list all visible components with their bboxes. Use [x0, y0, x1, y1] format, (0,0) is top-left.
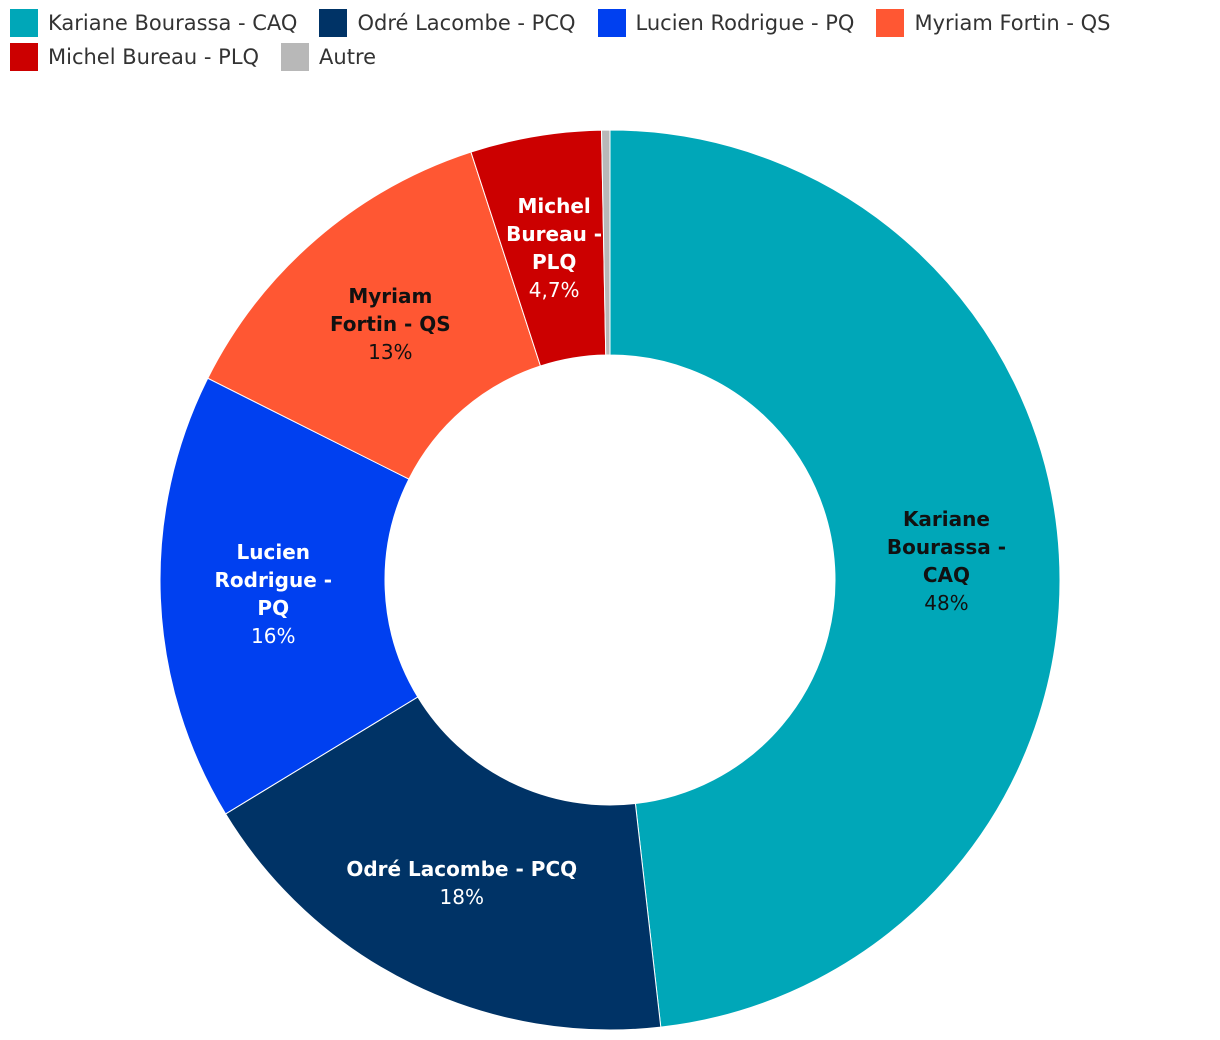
legend-item: Lucien Rodrigue - PQ — [597, 8, 855, 38]
legend-item: Kariane Bourassa - CAQ — [10, 8, 297, 38]
slice-value: 13% — [368, 340, 413, 365]
legend-swatch — [10, 43, 38, 71]
legend-swatch — [597, 9, 626, 37]
slice-label: Michel Bureau - PLQ 4,7% — [505, 192, 604, 304]
legend: Kariane Bourassa - CAQ Odré Lacombe - PCQ… — [10, 8, 1210, 72]
legend-label: Myriam Fortin - QS — [914, 11, 1111, 35]
legend-swatch — [281, 43, 310, 71]
legend-item: Myriam Fortin - QS — [876, 8, 1110, 38]
legend-label: Michel Bureau - PLQ — [48, 45, 260, 69]
slice-name: Michel Bureau - PLQ — [506, 193, 603, 274]
slice-label: Odré Lacombe - PCQ 18% — [312, 855, 612, 911]
legend-label: Lucien Rodrigue - PQ — [635, 11, 855, 35]
slice — [609, 129, 1061, 1028]
slice-name: Lucien Rodrigue - PQ — [214, 539, 333, 620]
slice-label: Kariane Bourassa - CAQ 48% — [884, 505, 1009, 617]
slice-label: Myriam Fortin - QS 13% — [328, 282, 453, 366]
legend-item: Autre — [281, 42, 376, 72]
slice-value: 16% — [251, 623, 296, 648]
slice-name: Kariane Bourassa - CAQ — [886, 506, 1007, 587]
legend-label: Odré Lacombe - PCQ — [357, 11, 576, 35]
legend-item: Odré Lacombe - PCQ — [319, 8, 576, 38]
slice — [601, 129, 611, 356]
legend-label: Kariane Bourassa - CAQ — [48, 11, 298, 35]
legend-swatch — [10, 9, 38, 37]
legend-label: Autre — [319, 45, 377, 69]
slice-label: Lucien Rodrigue - PQ 16% — [211, 538, 336, 650]
legend-swatch — [876, 9, 905, 37]
legend-swatch — [319, 9, 348, 37]
slice — [207, 151, 542, 480]
slice — [224, 696, 662, 1031]
slice-value: 4,7% — [528, 277, 580, 302]
slice-value: 48% — [924, 590, 969, 615]
slice-name: Odré Lacombe - PCQ — [346, 856, 578, 881]
legend-item: Michel Bureau - PLQ — [10, 42, 259, 72]
slice-name: Myriam Fortin - QS — [329, 284, 451, 337]
slice-value: 18% — [439, 884, 484, 909]
slice — [159, 377, 419, 815]
